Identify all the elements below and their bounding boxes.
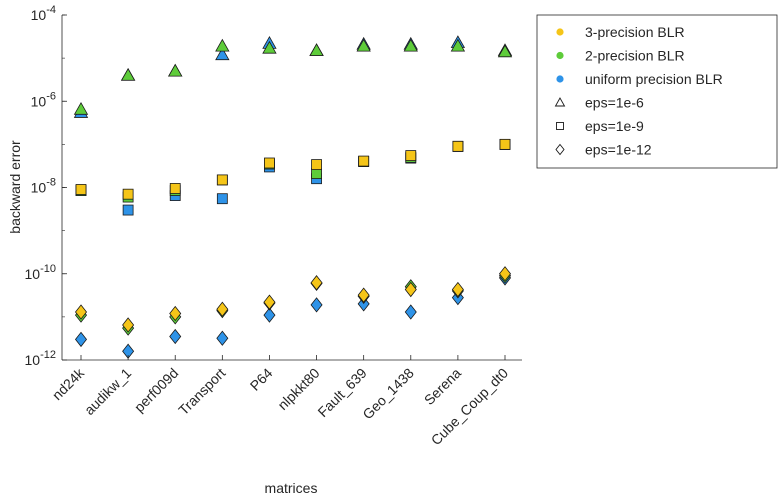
legend-label-3: eps=1e-6	[585, 95, 644, 111]
point-3-precision-eps1e-9-audikw_1	[122, 188, 134, 200]
legend: 3-precision BLR 2-precision BLR uniform pr…	[536, 14, 778, 169]
point-uniform-eps1e-12-Geo_1438	[404, 304, 417, 320]
legend-swatch-3-precision	[556, 28, 564, 36]
x-tick-label-0: nd24k	[49, 364, 88, 403]
legend-triangle-icon	[554, 97, 566, 107]
y-tick-label-2: 10-8	[31, 177, 56, 196]
x-tick-label-2: perf009d	[131, 365, 181, 415]
y-tick-label-0: 10-4	[31, 4, 56, 23]
point-3-precision-eps1e-12-Transport	[216, 301, 229, 317]
legend-box	[536, 14, 778, 169]
y-tick-label-1: 10-6	[31, 90, 56, 109]
x-tick-label-7: Geo_1438	[359, 365, 417, 423]
point-uniform-eps1e-12-P64	[263, 307, 276, 323]
legend-diamond-icon	[555, 143, 565, 156]
point-uniform-eps1e-6-Transport	[215, 47, 230, 61]
point-2-precision-eps1e-6-Transport	[215, 38, 230, 52]
point-3-precision-eps1e-9-P64	[264, 157, 275, 169]
x-tick-label-8: Serena	[421, 365, 464, 408]
axes: backward error matrices 10-4 10-6 10-8 10-1…	[7, 4, 522, 496]
point-uniform-eps1e-12-perf009d	[169, 328, 182, 345]
point-2-precision-eps1e-6-Serena	[450, 38, 466, 52]
legend-label-2: uniform precision BLR	[585, 71, 723, 87]
y-axis-label: backward error	[7, 140, 23, 234]
x-tick-label-3: Transport	[175, 365, 228, 418]
x-tick-label-1: audikw_1	[81, 365, 134, 418]
legend-square-icon	[556, 122, 564, 130]
point-2-precision-eps1e-6-Fault_639	[356, 38, 371, 52]
point-3-precision-eps1e-9-Geo_1438	[405, 150, 417, 161]
point-3-precision-eps1e-9-nd24k	[75, 184, 87, 195]
point-2-precision-eps1e-9-nlpkkt80	[311, 168, 322, 180]
point-3-precision-eps1e-9-Cube_Coup_dt0	[499, 138, 511, 150]
point-3-precision-eps1e-9-Transport	[216, 174, 228, 186]
plot-area	[73, 35, 513, 359]
legend-swatch-2-precision	[556, 51, 564, 60]
point-uniform-eps1e-12-Transport	[216, 330, 229, 346]
y-tick-label-4: 10-12	[25, 349, 56, 368]
legend-label-1: 2-precision BLR	[585, 48, 685, 64]
y-tick-label-3: 10-10	[25, 263, 56, 282]
point-uniform-eps1e-12-nlpkkt80	[310, 297, 323, 313]
point-3-precision-eps1e-12-Geo_1438	[404, 281, 417, 298]
x-tick-label-4: P64	[247, 365, 276, 394]
x-axis-label: matrices	[265, 480, 318, 496]
point-3-precision-eps1e-12-Serena	[451, 281, 464, 298]
point-2-precision-eps1e-6-Cube_Coup_dt0	[497, 44, 513, 58]
point-3-precision-eps1e-12-perf009d	[169, 305, 182, 322]
point-uniform-eps1e-12-nd24k	[74, 331, 88, 348]
point-3-precision-eps1e-12-audikw_1	[122, 317, 135, 333]
point-uniform-eps1e-9-audikw_1	[122, 204, 134, 216]
point-3-precision-eps1e-12-Cube_Coup_dt0	[498, 266, 512, 282]
point-2-precision-eps1e-6-Geo_1438	[403, 38, 418, 52]
point-2-precision-eps1e-6-nlpkkt80	[309, 43, 324, 56]
point-3-precision-eps1e-12-nlpkkt80	[310, 275, 323, 291]
legend-label-5: eps=1e-12	[585, 142, 652, 158]
point-3-precision-eps1e-9-perf009d	[169, 183, 181, 194]
point-3-precision-eps1e-9-Serena	[452, 140, 464, 152]
point-3-precision-eps1e-12-nd24k	[74, 304, 88, 320]
point-2-precision-eps1e-6-audikw_1	[120, 67, 136, 81]
point-2-precision-eps1e-6-nd24k	[73, 102, 89, 115]
point-3-precision-eps1e-9-nlpkkt80	[311, 159, 322, 170]
x-tick-label-5: nlpkkt80	[274, 365, 322, 413]
legend-label-4: eps=1e-9	[585, 118, 644, 134]
point-uniform-eps1e-9-Transport	[216, 193, 228, 205]
point-3-precision-eps1e-12-Fault_639	[357, 287, 370, 303]
point-2-precision-eps1e-6-P64	[262, 40, 277, 54]
legend-label-0: 3-precision BLR	[585, 24, 685, 40]
legend-swatch-uniform	[556, 75, 564, 83]
point-3-precision-eps1e-12-P64	[263, 294, 276, 310]
point-3-precision-eps1e-9-Fault_639	[358, 155, 370, 167]
point-2-precision-eps1e-6-perf009d	[168, 63, 183, 77]
